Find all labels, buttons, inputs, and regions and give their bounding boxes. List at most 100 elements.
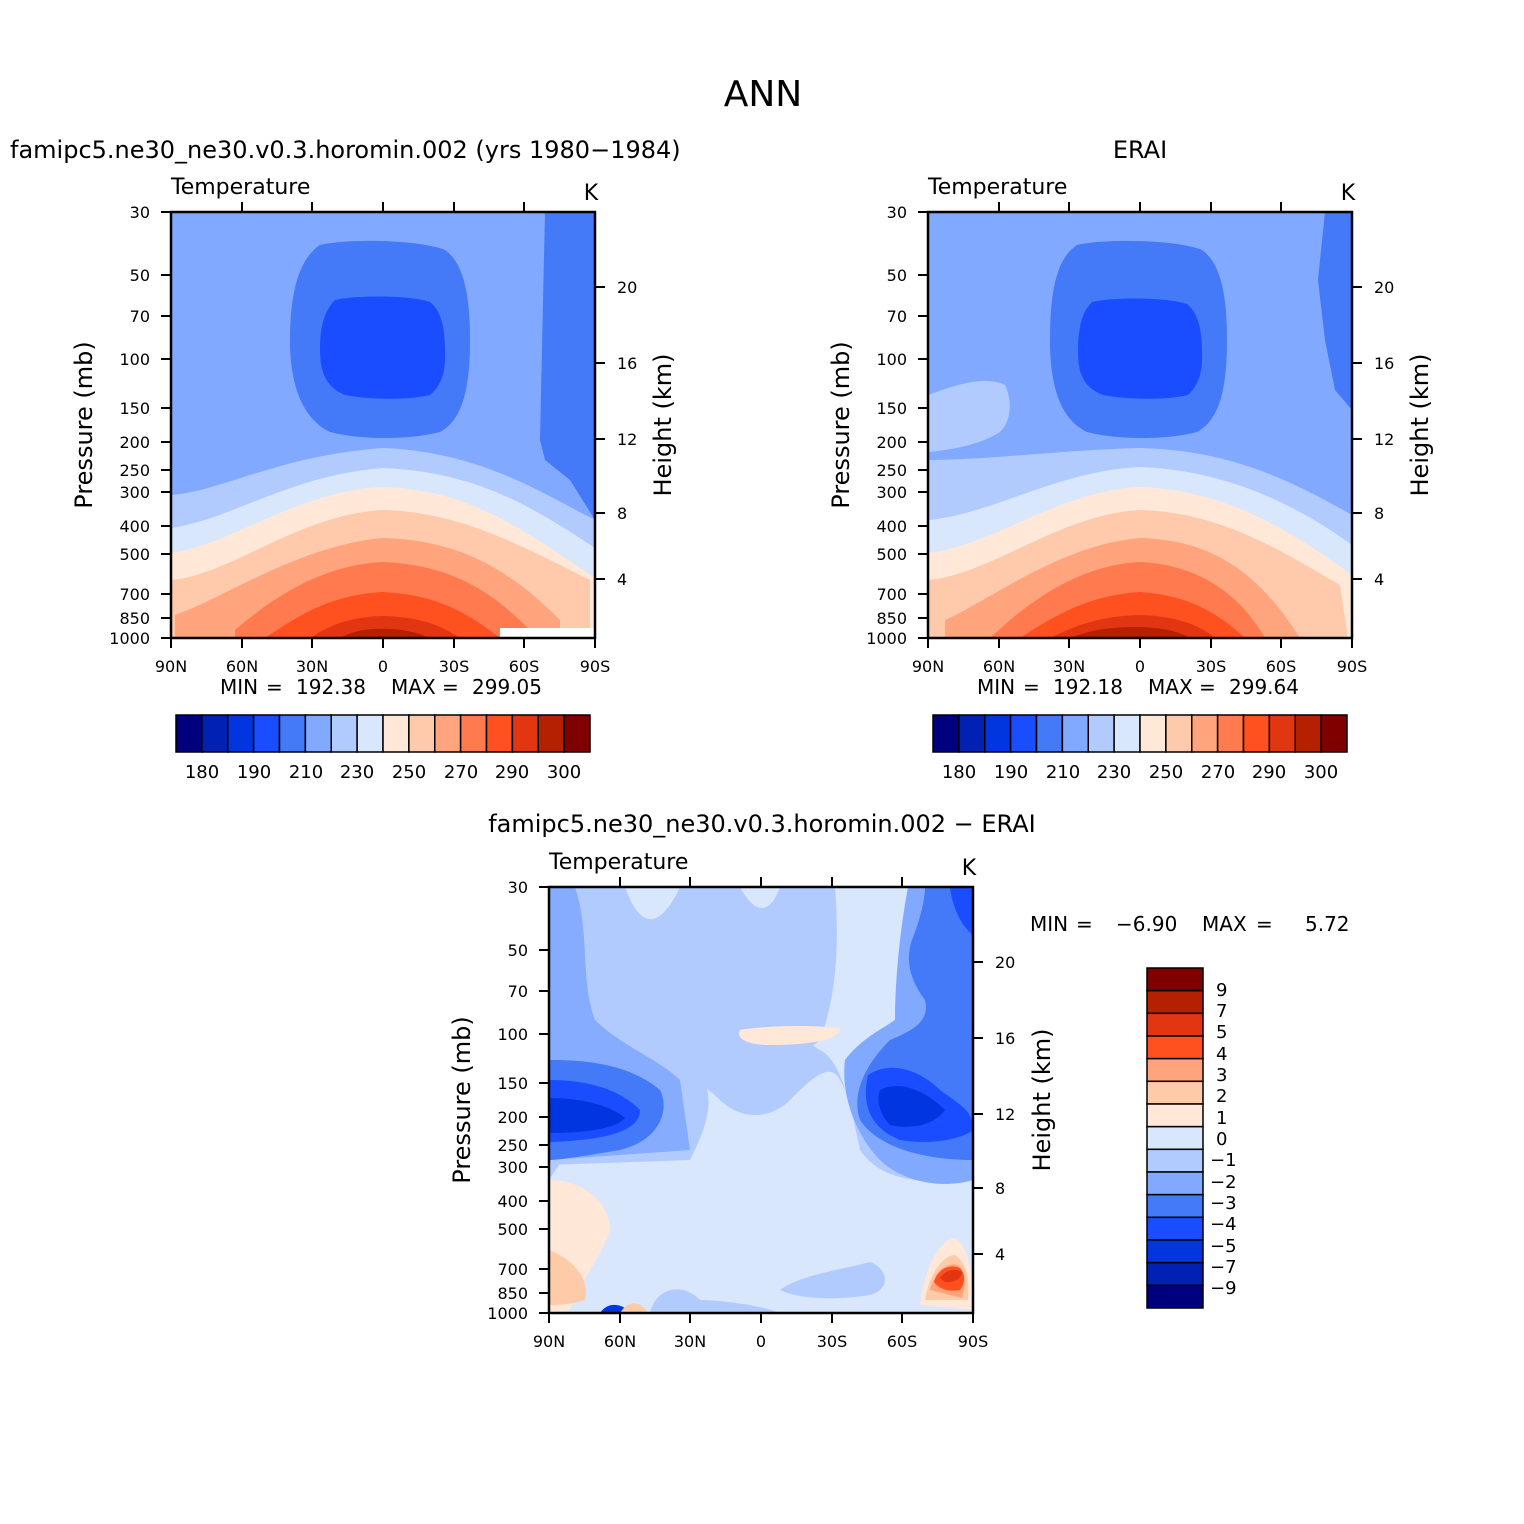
colorbar-swatch (382, 714, 410, 753)
colorbar-swatch (1146, 1035, 1204, 1060)
panel-obs: ERAI Temperature K 30 50 70 100 150 (827, 136, 1434, 783)
colorbar-label: −3 (1210, 1193, 1237, 1214)
colorbar-label: 190 (237, 762, 271, 783)
colorbar-swatch (434, 714, 462, 753)
y-tick: 50 (130, 266, 150, 285)
colorbar-swatch (984, 714, 1012, 753)
panel-model-minmax: MIN = 192.38 MAX = 299.05 (220, 675, 542, 699)
figure-title: ANN (724, 74, 803, 115)
max-value: 5.72 (1305, 912, 1350, 936)
max-value: 299.64 (1229, 675, 1299, 699)
max-label: MAX (391, 675, 436, 699)
colorbar-swatch (1146, 1103, 1204, 1128)
panel-model-units: K (584, 181, 599, 206)
panel-model-y2-ticks: 20 16 12 8 4 (617, 278, 637, 589)
y-tick: 200 (497, 1108, 528, 1127)
colorbar-label: 0 (1216, 1129, 1227, 1150)
colorbar-swatch (1146, 1193, 1204, 1219)
colorbar-swatch (1320, 714, 1348, 753)
panel-obs-units: K (1341, 181, 1356, 206)
colorbar-swatch (1146, 1148, 1204, 1173)
colorbar-swatch (932, 714, 960, 753)
colorbar-label: 7 (1216, 1001, 1227, 1022)
colorbar-swatch (511, 714, 539, 753)
y-tick: 150 (119, 399, 150, 418)
colorbar-swatch (1146, 1216, 1204, 1241)
y2-tick: 20 (995, 953, 1015, 972)
panel-diff-y2label: Height (km) (1028, 1029, 1056, 1172)
colorbar-label: 210 (289, 762, 323, 783)
colorbar-swatch (252, 714, 281, 753)
colorbar-swatch (330, 714, 358, 753)
panel-diff-x-ticks: 90N 60N 30N 0 30S 60S 90S (533, 1332, 988, 1351)
x-tick: 0 (756, 1332, 766, 1351)
panel-obs-tickmarks (918, 202, 1362, 648)
panel-diff-ylabel: Pressure (mb) (448, 1016, 476, 1183)
y2-tick: 8 (995, 1179, 1005, 1198)
y-tick: 500 (876, 545, 907, 564)
y-tick: 700 (876, 585, 907, 604)
colorbar-label: −2 (1210, 1172, 1237, 1193)
y2-tick: 16 (995, 1029, 1015, 1048)
x-tick: 60S (887, 1332, 918, 1351)
y-tick: 500 (497, 1220, 528, 1239)
colorbar-label: 250 (392, 762, 426, 783)
y-tick: 400 (497, 1192, 528, 1211)
colorbar-swatch (537, 714, 565, 753)
svg-text:=: = (266, 675, 283, 699)
colorbar-swatch (1146, 1239, 1204, 1264)
y2-tick: 16 (617, 354, 637, 373)
min-value: 192.18 (1053, 675, 1123, 699)
colorbar-label: 270 (1201, 762, 1235, 783)
y-tick: 30 (508, 878, 528, 897)
panel-diff-y-ticks: 30 50 70 100 150 200 250 300 400 500 700… (487, 878, 528, 1323)
panel-diff-y2-ticks: 20 16 12 8 4 (995, 953, 1015, 1264)
x-tick: 60N (604, 1332, 636, 1351)
contour-fill-peak (1070, 627, 1190, 638)
panel-obs-y2label: Height (km) (1406, 354, 1434, 497)
colorbar-label: 230 (340, 762, 374, 783)
min-value: −6.90 (1116, 912, 1177, 936)
contour-fill-minus1-minus2-southmid (780, 1262, 885, 1299)
panel-difference: famipc5.ne30_ne30.v0.3.horomin.002 − ERA… (448, 810, 1350, 1351)
panel-model-y2label: Height (km) (649, 354, 677, 497)
y-tick: 70 (508, 982, 528, 1001)
colorbar-label: 210 (1046, 762, 1080, 783)
panel-obs-minmax: MIN = 192.18 MAX = 299.64 (977, 675, 1299, 699)
colorbar-swatch (1191, 714, 1219, 753)
contour-fill-290-300 (265, 592, 500, 638)
colorbar-label: −7 (1210, 1257, 1237, 1278)
colorbar-label: 190 (994, 762, 1028, 783)
panel-diff-variable: Temperature (548, 850, 688, 875)
min-label: MIN (1030, 912, 1068, 936)
colorbar-label: −9 (1210, 1278, 1237, 1299)
y-tick: 100 (119, 350, 150, 369)
colorbar-label: 180 (942, 762, 976, 783)
contour-fill-minus5-minus7-left (549, 1098, 625, 1133)
y2-tick: 20 (1374, 278, 1394, 297)
y2-tick: 16 (1374, 354, 1394, 373)
y-tick: 400 (119, 517, 150, 536)
colorbar-label: −1 (1210, 1150, 1237, 1171)
colorbar-swatch (1146, 989, 1204, 1015)
colorbar-label: 5 (1216, 1022, 1227, 1043)
panel-obs-colorbar (932, 714, 1348, 753)
x-tick: 60S (509, 657, 540, 676)
panel-obs-x-ticks: 90N 60N 30N 0 30S 60S 90S (912, 657, 1367, 676)
contour-fill-south-top (950, 887, 973, 935)
colorbar-label: 300 (1304, 762, 1338, 783)
panel-diff-field (549, 887, 973, 1313)
panel-obs-title: ERAI (1113, 136, 1167, 164)
x-tick: 90S (1337, 657, 1368, 676)
svg-text:=: = (1256, 912, 1273, 936)
svg-text:=: = (1023, 675, 1040, 699)
y-tick: 150 (497, 1074, 528, 1093)
panel-diff-units: K (962, 856, 977, 881)
svg-text:=: = (442, 675, 459, 699)
colorbar-swatch (1061, 714, 1089, 753)
contour-fill-1-2-lower-left (549, 1250, 586, 1305)
contour-fill-south-pole-cold (1318, 212, 1352, 410)
colorbar-label: 4 (1216, 1044, 1227, 1065)
colorbar-label: 2 (1216, 1086, 1227, 1107)
colorbar-swatch (1216, 714, 1245, 753)
